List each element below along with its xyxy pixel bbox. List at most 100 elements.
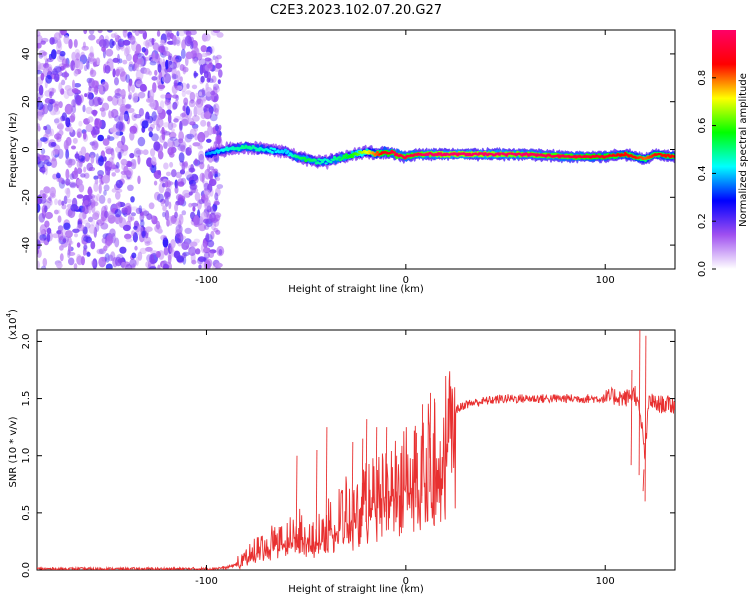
noise-cell bbox=[65, 168, 70, 180]
noise-cell bbox=[58, 82, 63, 93]
noise-cell bbox=[71, 145, 76, 150]
noise-cell bbox=[116, 254, 124, 263]
noise-cell bbox=[197, 256, 206, 262]
noise-cell bbox=[191, 84, 198, 90]
noise-cell bbox=[210, 94, 215, 102]
noise-cell bbox=[183, 160, 189, 169]
noise-cell bbox=[44, 128, 52, 138]
noise-cell bbox=[58, 101, 63, 109]
noise-cell bbox=[54, 73, 60, 82]
ridge-cell bbox=[225, 146, 229, 149]
noise-cell bbox=[43, 54, 48, 61]
ridge-cell bbox=[276, 149, 280, 152]
noise-cell bbox=[151, 111, 157, 122]
noise-cell bbox=[68, 181, 77, 187]
noise-cell bbox=[152, 82, 157, 93]
spectrogram-y-ticks: -40 -20 0 20 40 bbox=[21, 48, 675, 253]
snr-spike bbox=[375, 427, 378, 519]
noise-cell bbox=[88, 52, 95, 62]
noise-cell bbox=[188, 144, 192, 152]
ridge-cell bbox=[329, 160, 333, 164]
noise-cell bbox=[181, 241, 190, 251]
noise-cell bbox=[125, 238, 133, 243]
noise-cell bbox=[45, 58, 49, 68]
noise-cell bbox=[78, 150, 82, 160]
noise-cell bbox=[139, 247, 147, 255]
noise-cell bbox=[180, 82, 188, 93]
noise-cell bbox=[95, 222, 100, 232]
noise-cell bbox=[119, 112, 124, 123]
ridge-cell bbox=[270, 151, 274, 154]
noise-cell bbox=[148, 126, 154, 133]
noise-cell bbox=[213, 201, 220, 206]
noise-cell bbox=[186, 83, 190, 89]
noise-cell bbox=[40, 193, 47, 200]
noise-cell bbox=[153, 141, 161, 152]
noise-cell bbox=[203, 252, 210, 259]
noise-cell bbox=[165, 171, 172, 177]
noise-cell bbox=[106, 233, 114, 245]
noise-cell bbox=[167, 254, 172, 265]
noise-cell bbox=[190, 163, 195, 173]
ridge-cell bbox=[250, 146, 254, 150]
noise-cell bbox=[118, 151, 122, 160]
noise-cell bbox=[199, 172, 205, 182]
noise-cell bbox=[64, 117, 70, 127]
noise-cell bbox=[174, 211, 178, 219]
ridge-cell bbox=[215, 149, 219, 152]
noise-cell bbox=[74, 167, 78, 176]
noise-cell bbox=[115, 191, 121, 200]
noise-cell bbox=[119, 71, 128, 82]
noise-cell bbox=[45, 211, 53, 220]
noise-cell bbox=[155, 220, 161, 230]
noise-cell bbox=[72, 137, 78, 144]
noise-cell bbox=[74, 153, 80, 159]
noise-cell bbox=[175, 36, 181, 47]
noise-cell bbox=[104, 210, 109, 218]
ridge-cell bbox=[317, 158, 321, 161]
noise-cell bbox=[110, 33, 117, 38]
noise-cell bbox=[120, 144, 129, 152]
noise-cell bbox=[136, 58, 143, 65]
noise-cell bbox=[127, 81, 131, 93]
noise-cell bbox=[57, 215, 62, 223]
noise-cell bbox=[177, 197, 185, 206]
noise-cell bbox=[54, 198, 58, 206]
noise-cell bbox=[149, 266, 157, 269]
noise-cell bbox=[37, 101, 44, 111]
noise-cell bbox=[135, 149, 144, 155]
noise-cell bbox=[59, 253, 64, 262]
noise-cell bbox=[149, 96, 154, 103]
noise-cell bbox=[107, 254, 114, 262]
noise-cell bbox=[163, 191, 171, 198]
noise-cell bbox=[176, 30, 180, 37]
noise-cell bbox=[189, 183, 198, 190]
noise-cell bbox=[135, 43, 142, 54]
noise-cell bbox=[138, 108, 144, 117]
noise-cell bbox=[68, 38, 73, 49]
noise-cell bbox=[167, 147, 174, 156]
noise-cell bbox=[125, 160, 133, 168]
noise-cell bbox=[64, 187, 71, 195]
noise-cell bbox=[145, 261, 152, 268]
noise-cell bbox=[67, 160, 73, 168]
noise-cell bbox=[125, 45, 131, 55]
noise-cell bbox=[37, 161, 45, 169]
noise-cell bbox=[130, 212, 136, 217]
ridge-cell bbox=[366, 152, 370, 155]
noise-cell bbox=[42, 193, 46, 199]
noise-cell bbox=[56, 262, 63, 269]
noise-cell bbox=[128, 63, 134, 72]
noise-cell bbox=[119, 89, 127, 96]
ridge-cell bbox=[337, 156, 341, 159]
noise-cell bbox=[188, 202, 193, 208]
noise-cell bbox=[53, 109, 61, 115]
noise-cell bbox=[57, 225, 64, 232]
snr-spike bbox=[395, 455, 398, 509]
noise-cell bbox=[147, 261, 151, 268]
noise-cell bbox=[107, 134, 111, 140]
noise-cell bbox=[54, 118, 60, 124]
noise-cell bbox=[105, 166, 111, 176]
noise-cell bbox=[215, 123, 219, 132]
y-tick-label: 1.5 bbox=[21, 391, 32, 407]
